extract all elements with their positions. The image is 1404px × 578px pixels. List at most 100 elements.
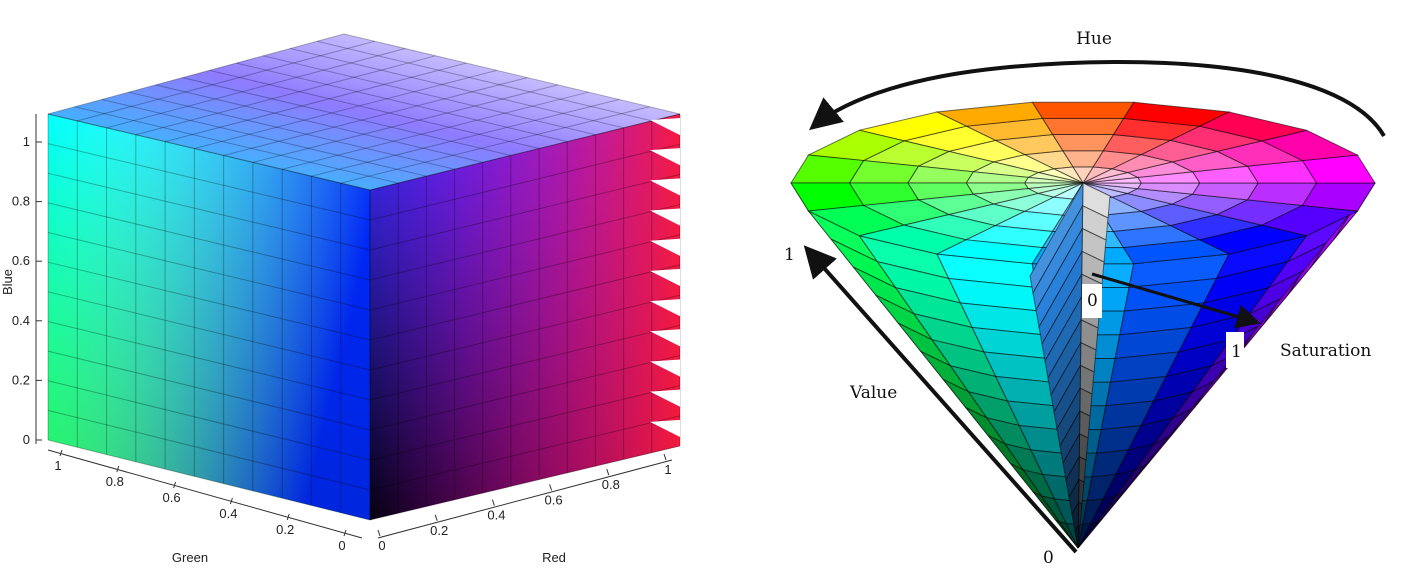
cube-edge-notch — [650, 299, 680, 317]
saturation-end-label: 1 — [1231, 342, 1242, 362]
cube-grid-line — [316, 40, 652, 122]
green-tick-mark — [116, 465, 120, 473]
cube-grid-line — [77, 40, 375, 122]
cube-grid-line — [282, 91, 589, 170]
cube-grid-line — [155, 84, 483, 163]
cube-edge-notch — [650, 268, 680, 287]
blue-tick-label: 0 — [23, 432, 30, 447]
cube-grid-line — [369, 264, 681, 341]
red-tick-label: 1 — [664, 462, 671, 477]
red-tick-mark — [491, 499, 495, 506]
cube-left-face — [48, 114, 370, 520]
cube-edge-notch — [650, 419, 680, 437]
red-axis-ticks: 0 0.2 0.4 0.6 0.8 1 — [377, 453, 672, 553]
cone-side-cell — [1077, 517, 1104, 549]
blue-tick-label: 0.2 — [12, 372, 30, 387]
red-tick-label: 0.4 — [487, 508, 505, 523]
blue-tick-label: 0.8 — [12, 194, 30, 209]
cube-grid-line — [47, 439, 371, 521]
blue-tick-label: 1 — [23, 134, 30, 149]
green-tick-label: 0.6 — [163, 490, 181, 505]
cube-edge-notch — [650, 208, 680, 226]
cube-grid-line — [47, 33, 345, 115]
red-tick-label: 0 — [378, 538, 385, 553]
cube-edge-notch — [650, 178, 680, 196]
green-axis-label: Green — [172, 550, 208, 565]
cube-grid-line — [369, 234, 681, 311]
cube-grid-line — [369, 294, 681, 371]
cube-grid-line — [47, 380, 371, 461]
green-axis-ticks: 1 0.8 0.6 0.4 0.2 0 — [54, 449, 347, 553]
red-tick-mark — [549, 484, 553, 491]
cube-grid-line — [290, 48, 624, 129]
cube-grid-line — [182, 77, 512, 156]
red-tick-mark — [377, 529, 381, 537]
saturation-arrow — [1091, 272, 1261, 329]
red-tick-mark — [434, 514, 438, 521]
green-tick-mark — [343, 529, 347, 537]
value-axis-arrow — [803, 245, 1078, 554]
saturation-label: Saturation — [1280, 341, 1371, 361]
green-tick-label: 0 — [338, 538, 345, 553]
cone-top-cell — [1301, 182, 1376, 212]
cube-grid-line — [47, 261, 371, 341]
green-tick-mark — [59, 449, 63, 457]
cube-grid-line — [101, 98, 427, 177]
cube-grid-line — [252, 84, 558, 163]
cube-edge-notch — [650, 359, 680, 377]
cube-grid-line — [223, 77, 528, 156]
cone-top-cell — [790, 154, 865, 184]
green-axis-line — [47, 449, 363, 539]
cube-grid-line — [106, 48, 406, 129]
cube-grid-line — [263, 55, 596, 136]
cube-grid-line — [164, 62, 467, 143]
red-tick-label: 0.6 — [545, 492, 563, 507]
green-tick-mark — [229, 497, 233, 505]
cube-grid-line — [47, 202, 371, 281]
green-tick-label: 1 — [54, 458, 61, 473]
saturation-start-box — [1082, 284, 1102, 318]
cone-top-cell — [1041, 117, 1125, 136]
cube-grid-line — [135, 55, 436, 136]
red-tick-label: 0.2 — [430, 523, 448, 538]
cube-grid-line — [47, 409, 371, 491]
cube-edge-notch — [650, 238, 680, 256]
cube-grid-line — [369, 445, 681, 521]
cube-grid-line — [47, 113, 371, 191]
value-top-label: 1 — [784, 245, 795, 265]
red-tick-label: 0.8 — [602, 477, 620, 492]
cube-grid-line — [369, 113, 681, 191]
cube-grid-line — [47, 350, 371, 431]
cube-top-face — [48, 34, 680, 190]
cone-cutaway — [1029, 182, 1111, 549]
cube-grid-line — [369, 415, 681, 491]
cube-grid-line — [74, 106, 399, 184]
green-tick-label: 0.2 — [276, 522, 294, 537]
green-tick-label: 0.8 — [106, 474, 124, 489]
cube-grid-line — [340, 106, 650, 184]
saturation-end-box — [1226, 332, 1244, 368]
blue-tick-label: 0.6 — [12, 253, 30, 268]
red-tick-mark — [606, 469, 610, 476]
cube-grid-line — [369, 113, 681, 191]
cube-grid-line — [236, 62, 568, 143]
cube-grid-line — [47, 172, 371, 251]
hsv-cone: Hue Value 1 0 0 1 Saturation — [784, 29, 1386, 568]
red-axis-line — [377, 459, 673, 539]
blue-axis-label: Blue — [0, 269, 15, 295]
cube-right-face — [370, 114, 680, 520]
cube-edge-notch — [650, 118, 680, 136]
cube-grid-line — [47, 320, 371, 401]
value-bottom-label: 0 — [1043, 548, 1054, 568]
green-tick-mark — [286, 513, 290, 521]
cube-grid-line — [369, 385, 681, 461]
cube-grid — [47, 33, 681, 521]
green-tick-mark — [173, 481, 177, 489]
hue-label: Hue — [1076, 29, 1112, 49]
cone-cut-grey-cell — [1078, 433, 1089, 461]
cone-cut-blue-cell — [1074, 524, 1079, 549]
cube-grid-line — [369, 324, 681, 401]
red-axis-label: Red — [542, 550, 566, 565]
rgb-cube: 0 0.2 0.4 0.6 0.8 1 1 0.8 0.6 0.4 0.2 0 0 0.2 0.4 0.6… — [0, 33, 681, 565]
cube-grid-line — [128, 91, 455, 170]
